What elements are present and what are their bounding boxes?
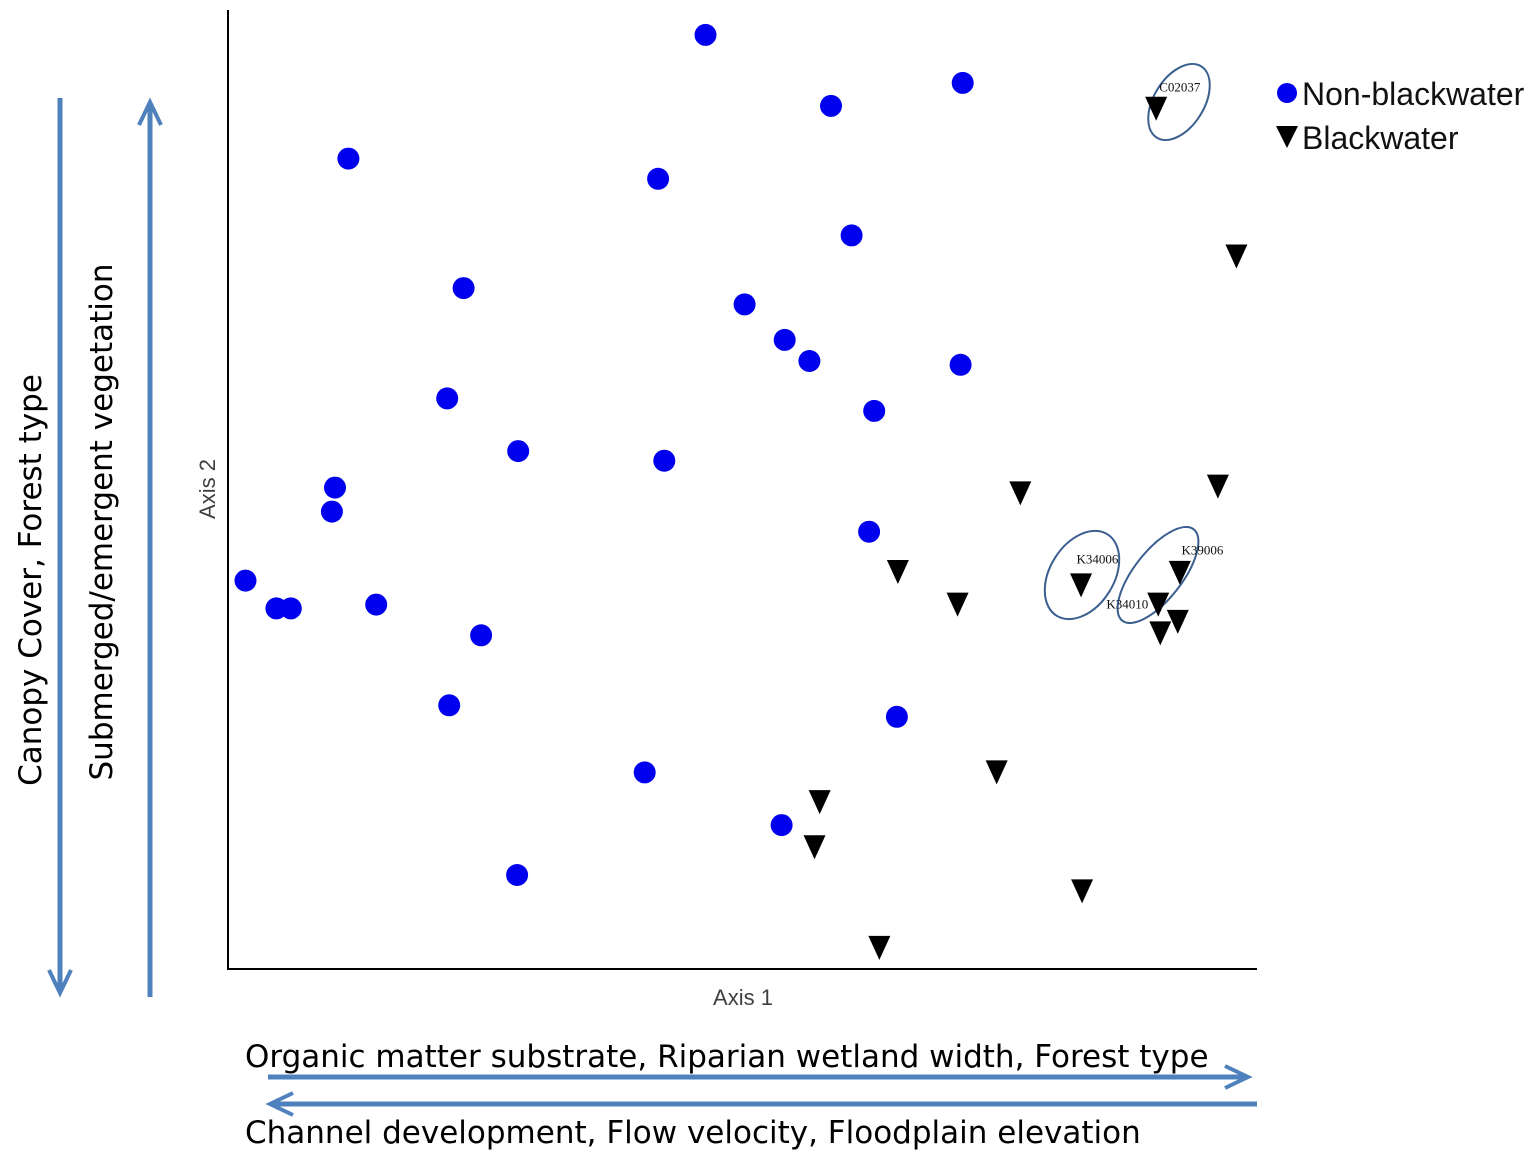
site-label-k34006: K34006 [1077, 551, 1119, 566]
point-blackwater-10 [1149, 621, 1172, 646]
canopy-cover-arrowhead [47, 969, 73, 998]
point-non-blackwater-1 [951, 71, 974, 94]
negative-gradient-label: Channel development, Flow velocity, Floo… [245, 1115, 1141, 1151]
point-non-blackwater-11 [863, 399, 886, 422]
positive-gradient-label: Organic matter substrate, Riparian wetla… [245, 1039, 1209, 1075]
point-blackwater-13 [803, 835, 826, 860]
ellipse-c02037 [1147, 62, 1211, 142]
point-blackwater-9 [1166, 609, 1189, 634]
x-axis-title: Axis 1 [713, 985, 773, 1010]
point-non-blackwater-20 [279, 597, 302, 620]
data-points [234, 23, 1248, 960]
point-non-blackwater-3 [337, 147, 360, 170]
point-non-blackwater-21 [365, 593, 388, 616]
point-non-blackwater-8 [773, 328, 796, 351]
point-non-blackwater-25 [633, 761, 656, 784]
y-axis-title: Axis 2 [195, 459, 220, 519]
point-blackwater-0 [1145, 96, 1168, 121]
point-non-blackwater-27 [506, 864, 529, 886]
point-blackwater-12 [808, 790, 831, 815]
point-blackwater-7 [1168, 560, 1191, 585]
point-non-blackwater-13 [507, 440, 530, 463]
point-blackwater-1 [1225, 244, 1248, 269]
point-blackwater-4 [886, 559, 909, 584]
positive-gradient-arrowhead [1224, 1064, 1253, 1090]
canopy-cover-label: Canopy Cover, Forest type [13, 374, 49, 786]
site-label-k39006: K39006 [1182, 543, 1224, 558]
point-non-blackwater-4 [647, 167, 670, 190]
point-non-blackwater-22 [470, 624, 493, 647]
point-non-blackwater-2 [820, 94, 842, 117]
point-non-blackwater-26 [770, 814, 793, 837]
point-blackwater-8 [1147, 592, 1170, 617]
legend-marker-non-blackwater [1277, 83, 1297, 103]
vegetation-arrowhead [137, 97, 163, 126]
ellipse-k39006-k34010 [1116, 525, 1200, 625]
site-label-k34010: K34010 [1106, 596, 1148, 611]
point-non-blackwater-10 [949, 353, 972, 376]
point-non-blackwater-18 [234, 569, 257, 592]
point-non-blackwater-17 [858, 520, 881, 543]
legend: Non-blackwater Blackwater [1276, 76, 1525, 156]
point-blackwater-15 [868, 935, 891, 960]
ellipse-k34006 [1043, 529, 1121, 621]
point-blackwater-11 [985, 760, 1008, 785]
site-label-c02037: C02037 [1159, 80, 1201, 95]
highlight-ellipses [1043, 62, 1211, 625]
point-blackwater-14 [1071, 879, 1094, 904]
point-non-blackwater-15 [324, 476, 346, 499]
point-blackwater-3 [1009, 481, 1032, 506]
site-labels: C02037 K34006 K39006 K34010 [1077, 80, 1224, 612]
legend-label-non-blackwater: Non-blackwater [1302, 76, 1525, 112]
point-blackwater-2 [1206, 474, 1229, 499]
legend-label-blackwater: Blackwater [1302, 120, 1459, 156]
point-non-blackwater-5 [840, 224, 863, 247]
negative-gradient-arrowhead [265, 1091, 294, 1117]
vegetation-label: Submerged/emergent vegetation [84, 264, 120, 781]
legend-marker-blackwater [1276, 126, 1298, 148]
point-blackwater-6 [1070, 573, 1093, 598]
point-non-blackwater-0 [694, 23, 717, 46]
point-non-blackwater-23 [438, 694, 461, 717]
point-non-blackwater-9 [798, 350, 821, 372]
point-non-blackwater-6 [452, 277, 475, 300]
point-non-blackwater-24 [885, 705, 908, 728]
point-non-blackwater-7 [733, 293, 756, 316]
point-non-blackwater-12 [436, 387, 459, 410]
point-non-blackwater-14 [653, 449, 676, 472]
point-blackwater-5 [946, 592, 969, 617]
point-non-blackwater-16 [320, 500, 343, 523]
